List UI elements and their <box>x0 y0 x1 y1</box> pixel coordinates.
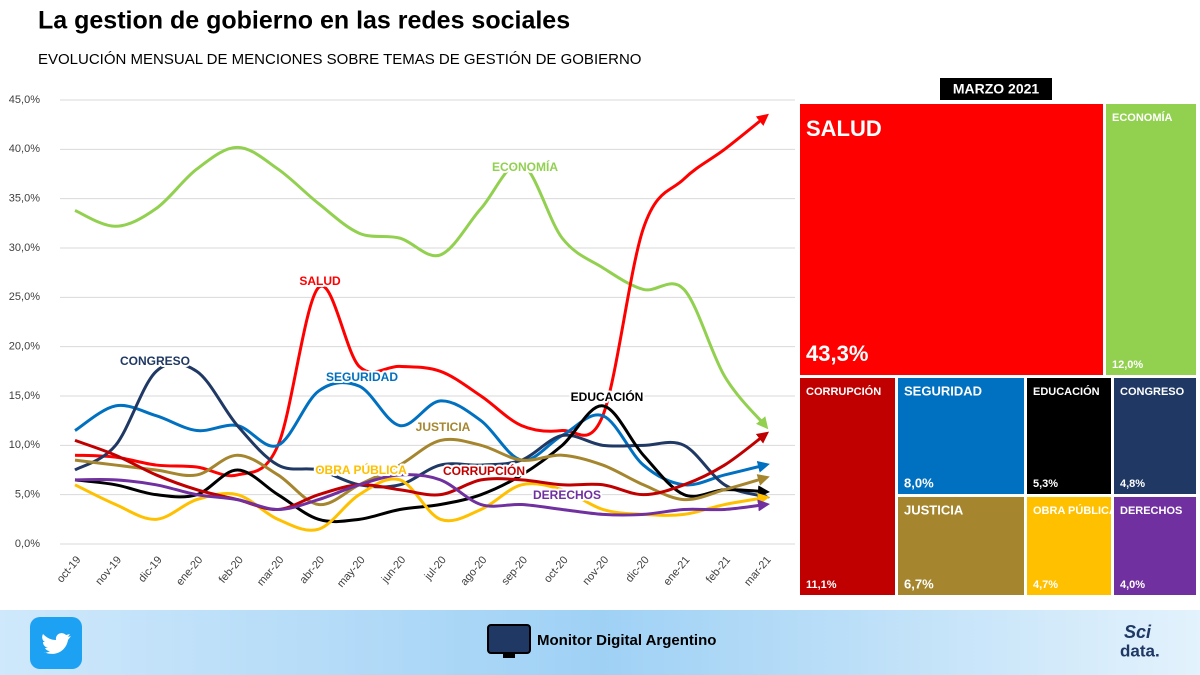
series-label: JUSTICIA <box>416 420 471 434</box>
footer-band <box>0 610 1200 675</box>
series-label: OBRA PÚBLICA <box>315 462 407 477</box>
treemap-cell <box>898 378 1024 494</box>
x-tick-label: jun-20 <box>379 554 408 586</box>
series-line <box>74 381 770 487</box>
treemap-value: 6,7% <box>904 576 934 591</box>
treemap-value: 4,8% <box>1120 478 1145 490</box>
monitor-icon <box>487 624 531 654</box>
y-tick-label: 5,0% <box>15 489 40 501</box>
chart-subtitle: EVOLUCIÓN MENSUAL DE MENCIONES SOBRE TEM… <box>38 51 641 68</box>
treemap-label: JUSTICIA <box>904 502 964 517</box>
series-line <box>74 477 770 532</box>
x-tick-label: sep-20 <box>499 554 530 587</box>
x-tick-label: ene-20 <box>174 554 205 588</box>
x-tick-label: nov-20 <box>581 554 612 587</box>
treemap-label: SALUD <box>806 116 882 141</box>
series-line <box>74 473 770 517</box>
series-label: SALUD <box>299 274 341 288</box>
treemap-label: EDUCACIÓN <box>1033 385 1100 398</box>
x-tick-label: feb-21 <box>704 554 733 586</box>
treemap-label: CORRUPCIÓN <box>806 385 881 398</box>
x-tick-label: feb-20 <box>217 554 246 586</box>
x-tick-label: nov-19 <box>93 554 124 587</box>
treemap-value: 12,0% <box>1112 359 1143 371</box>
series-label: EDUCACIÓN <box>571 389 644 404</box>
series-label: ECONOMÍA <box>492 159 558 174</box>
y-tick-label: 0,0% <box>15 538 40 550</box>
series-label: CORRUPCIÓN <box>443 463 525 478</box>
chart-title: La gestion de gobierno en las redes soci… <box>38 7 570 35</box>
x-tick-label: ago-20 <box>458 554 489 588</box>
treemap-value: 4,7% <box>1033 579 1058 591</box>
treemap-cell <box>1114 497 1196 595</box>
x-tick-label: oct-19 <box>55 554 84 585</box>
x-tick-label: oct-20 <box>542 554 571 585</box>
treemap-value: 8,0% <box>904 475 934 490</box>
monitor-stand <box>503 653 515 658</box>
x-tick-label: mar-21 <box>742 554 774 588</box>
series-line <box>74 113 769 478</box>
series-label: CONGRESO <box>120 354 190 368</box>
x-tick-label: ene-21 <box>661 554 692 588</box>
treemap-label: OBRA PÚBLICA <box>1033 504 1117 517</box>
treemap-label: CONGRESO <box>1120 386 1185 398</box>
y-tick-label: 35,0% <box>9 193 40 205</box>
x-tick-label: abr-20 <box>297 554 327 586</box>
twitter-bird <box>42 633 71 654</box>
treemap-cell <box>1106 104 1196 375</box>
logo-bottom: data. <box>1120 641 1160 660</box>
y-tick-label: 25,0% <box>9 291 40 303</box>
series-label: DERECHOS <box>533 488 601 502</box>
series-line <box>74 431 770 511</box>
series-line <box>74 361 770 501</box>
treemap-value: 43,3% <box>806 341 868 366</box>
treemap-cell <box>1114 378 1196 494</box>
treemap-value: 11,1% <box>806 579 837 591</box>
x-tick-label: may-20 <box>335 554 368 590</box>
treemap-label: SEGURIDAD <box>904 383 982 398</box>
treemap-title: MARZO 2021 <box>953 81 1040 97</box>
series-label: SEGURIDAD <box>326 370 398 384</box>
logo-top: Sci <box>1124 622 1152 642</box>
y-tick-label: 45,0% <box>9 94 40 106</box>
series-line <box>74 437 770 507</box>
treemap-title-box <box>940 78 1052 100</box>
y-tick-label: 30,0% <box>9 242 40 254</box>
y-tick-label: 40,0% <box>9 143 40 155</box>
x-tick-label: dic-20 <box>623 554 651 585</box>
x-tick-label: mar-20 <box>255 554 287 588</box>
treemap-cell <box>800 378 895 595</box>
y-tick-label: 20,0% <box>9 341 40 353</box>
y-tick-label: 15,0% <box>9 390 40 402</box>
x-tick-label: dic-19 <box>136 554 164 585</box>
y-tick-label: 10,0% <box>9 439 40 451</box>
treemap-cell <box>1027 497 1111 595</box>
treemap-cell <box>1027 378 1111 494</box>
treemap-value: 4,0% <box>1120 579 1145 591</box>
x-tick-label: jul-20 <box>422 554 449 583</box>
brand-name: Monitor Digital Argentino <box>537 632 716 649</box>
series-line <box>74 145 769 430</box>
treemap-label: ECONOMÍA <box>1112 111 1173 124</box>
treemap-label: DERECHOS <box>1120 505 1182 517</box>
treemap-cell <box>800 104 1103 375</box>
treemap-cell <box>898 497 1024 595</box>
treemap-value: 5,3% <box>1033 478 1058 490</box>
